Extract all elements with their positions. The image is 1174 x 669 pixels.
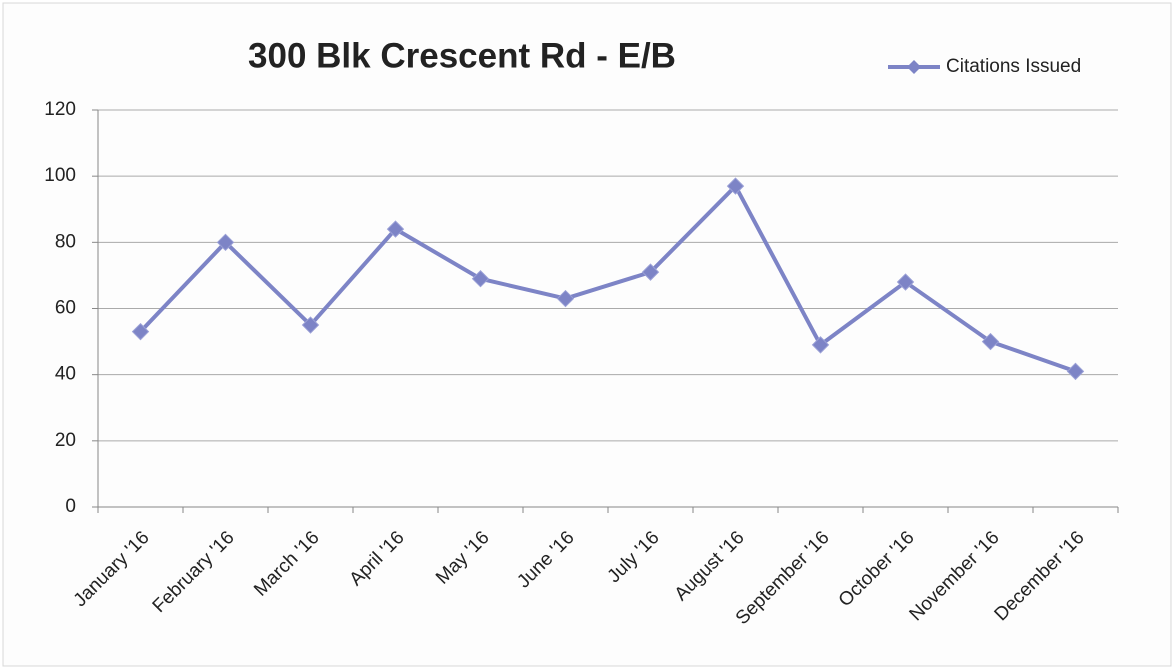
y-tick-label: 120 [44,99,76,120]
y-tick-label: 60 [55,298,76,319]
point-marker [1066,362,1085,381]
series-line [139,182,1077,374]
point-marker [131,322,150,341]
point-marker [896,273,915,291]
y-tick-label: 0 [65,496,76,517]
legend-label: Citations Issued [946,56,1081,77]
y-tick-label: 80 [55,231,76,252]
point-marker [556,289,575,308]
chart-title: 300 Blk Crescent Rd - E/B [248,36,676,75]
point-marker [301,316,320,334]
point-marker [981,332,1000,351]
point-marker [386,220,405,238]
y-tick-label: 40 [55,364,76,385]
point-marker [811,336,830,354]
y-tick-label: 100 [44,165,76,186]
point-marker [216,233,235,252]
legend-marker [907,60,921,74]
point-marker [471,270,490,288]
point-marker [726,177,745,195]
y-tick-label: 20 [55,430,76,451]
point-marker [641,263,660,281]
